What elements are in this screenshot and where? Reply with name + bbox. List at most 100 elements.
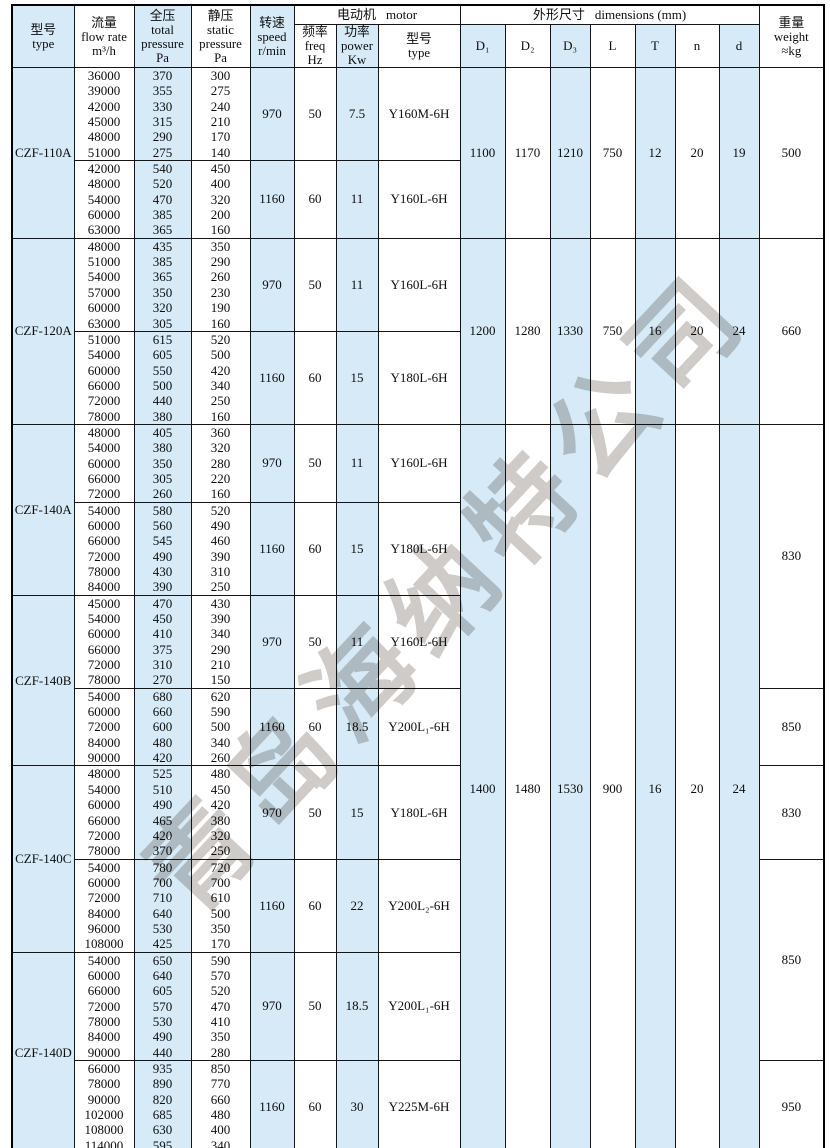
header-motor-type: 型号 type <box>377 24 461 68</box>
model-czf-140c: CZF-140C <box>11 765 75 953</box>
motor-type-value: Y225M-6H <box>377 1060 461 1148</box>
motor-type-value: Y180L-6H <box>377 765 461 860</box>
speed-value: 1160 <box>249 160 295 239</box>
speed-value: 970 <box>249 951 295 1062</box>
static-values: 850 770 660 480 400 340 <box>190 1060 251 1148</box>
power-value: 30 <box>335 1060 379 1148</box>
fan-spec-table: 型号 type 流量 flow rate m³/h 全压 total press… <box>11 4 826 1148</box>
header-dims-group-zh: 外形尺寸 <box>532 7 585 22</box>
speed-value: 1160 <box>249 687 295 767</box>
header-total-zh: 全压 <box>149 8 176 23</box>
header-motor-group-en: motor <box>385 7 418 22</box>
speed-value: 970 <box>249 237 295 332</box>
header-n: n <box>674 24 720 68</box>
speed-value: 1160 <box>249 501 295 596</box>
header-model-en: type <box>32 36 55 51</box>
dim-d2: 1170 <box>504 67 551 239</box>
freq-value: 50 <box>293 237 337 332</box>
power-value: 15 <box>335 765 379 860</box>
motor-type-value: Y180L-6H <box>377 501 461 596</box>
total-values: 435 385 365 350 320 305 <box>133 237 192 332</box>
weight-value: 830 <box>758 765 825 860</box>
flow-values: 54000 60000 72000 84000 96000 108000 <box>73 858 135 953</box>
header-static-pressure: 静压 static pressure Pa <box>190 4 251 68</box>
header-total-unit: Pa <box>156 50 169 65</box>
total-values: 525 510 490 465 420 370 <box>133 765 192 860</box>
dim-d: 19 <box>718 67 760 239</box>
dim-l: 750 <box>589 237 636 425</box>
header-dims-group: 外形尺寸 dimensions (mm) <box>459 4 760 25</box>
static-values: 360 320 280 220 160 <box>190 423 251 503</box>
header-speed-zh: 转速 <box>259 15 285 30</box>
header-static-unit: Pa <box>214 50 227 65</box>
freq-value: 50 <box>293 423 337 503</box>
motor-type-value: Y160L-6H <box>377 594 461 689</box>
total-values: 370 355 330 315 290 275 <box>133 66 192 162</box>
dim-d1: 1100 <box>459 67 506 239</box>
freq-value: 60 <box>293 1060 337 1148</box>
flow-values: 54000 60000 72000 84000 90000 <box>73 687 135 767</box>
weight-value: 950 <box>758 1060 825 1148</box>
dim-t: 12 <box>634 67 676 239</box>
speed-value: 970 <box>249 423 295 503</box>
static-values: 480 450 420 380 320 250 <box>190 765 251 860</box>
header-static-zh: 静压 <box>207 8 234 23</box>
flow-values: 51000 54000 60000 66000 72000 78000 <box>73 330 135 425</box>
freq-value: 60 <box>293 160 337 239</box>
header-weight: 重量 weight ≈kg <box>758 4 825 68</box>
header-d1: D₁ <box>459 24 506 68</box>
header-static-en2: pressure <box>199 36 242 51</box>
header-d2: D₂ <box>504 24 551 68</box>
model-czf-140a: CZF-140A <box>11 423 75 596</box>
power-value: 15 <box>335 330 379 425</box>
power-value: 11 <box>335 160 379 239</box>
weight-value: 850 <box>758 858 825 1062</box>
dim-d2: 1480 <box>504 423 551 1148</box>
dim-d2: 1280 <box>504 237 551 425</box>
header-motor-type-zh: 型号 <box>406 32 432 46</box>
header-d: d <box>718 24 760 68</box>
total-values: 650 640 605 570 530 490 440 <box>133 951 192 1062</box>
header-freq-unit: Hz <box>307 53 323 67</box>
header-freq: 频率 freq Hz <box>293 24 337 68</box>
weight-value: 830 <box>758 423 825 689</box>
header-speed: 转速 speed r/min <box>249 4 295 68</box>
weight-value: 850 <box>758 687 825 767</box>
flow-values: 45000 54000 60000 66000 72000 78000 <box>73 594 135 689</box>
header-freq-en: freq <box>304 39 326 53</box>
header-model: 型号 type <box>11 4 75 68</box>
static-values: 520 490 460 390 310 250 <box>190 501 251 596</box>
header-total-pressure: 全压 total pressure Pa <box>133 4 192 68</box>
total-values: 470 450 410 375 310 270 <box>133 594 192 689</box>
header-total-en1: total <box>151 22 174 37</box>
dim-d: 24 <box>718 423 760 1148</box>
dim-d3: 1530 <box>549 423 591 1148</box>
total-values: 580 560 545 490 430 390 <box>133 501 192 596</box>
dim-n: 20 <box>674 423 720 1148</box>
static-values: 590 570 520 470 410 350 280 <box>190 951 251 1062</box>
dim-l: 900 <box>589 423 636 1148</box>
model-czf-120a: CZF-120A <box>11 237 75 425</box>
motor-type-value: Y160L-6H <box>377 160 461 239</box>
static-values: 430 390 340 290 210 150 <box>190 594 251 689</box>
static-values: 300 275 240 210 170 140 <box>190 66 251 162</box>
header-flow-unit: m³/h <box>92 43 116 58</box>
speed-value: 1160 <box>249 330 295 425</box>
dim-d: 24 <box>718 237 760 425</box>
total-values: 405 380 350 305 260 <box>133 423 192 503</box>
header-power-zh: 功率 <box>344 25 370 40</box>
weight-value: 660 <box>758 237 825 425</box>
header-motor-type-en: type <box>407 46 431 60</box>
flow-values: 48000 54000 60000 66000 72000 <box>73 423 135 503</box>
motor-type-value: Y180L-6H <box>377 330 461 425</box>
speed-value: 970 <box>249 594 295 689</box>
header-flow: 流量 flow rate m³/h <box>73 4 135 68</box>
speed-value: 1160 <box>249 858 295 953</box>
header-freq-zh: 频率 <box>302 25 328 40</box>
motor-type-value: Y200L₂-6H <box>377 858 461 953</box>
power-value: 11 <box>335 594 379 689</box>
power-value: 18.5 <box>335 951 379 1062</box>
freq-value: 50 <box>293 66 337 162</box>
motor-type-value: Y160L-6H <box>377 423 461 503</box>
total-values: 615 605 550 500 440 380 <box>133 330 192 425</box>
